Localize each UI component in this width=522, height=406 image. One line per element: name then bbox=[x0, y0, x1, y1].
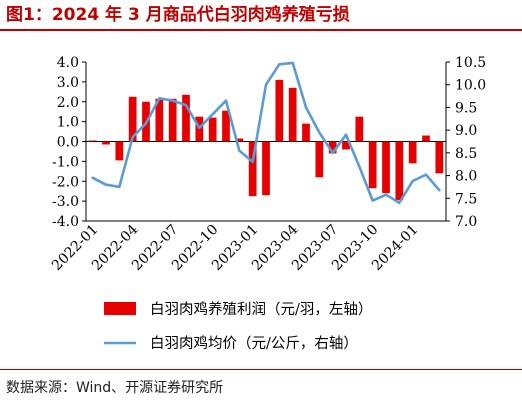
right-tick-label: 7.0 bbox=[455, 214, 477, 230]
legend-bar-swatch bbox=[104, 302, 136, 315]
left-tick-label: 2.0 bbox=[57, 95, 79, 111]
left-tick-label: 4.0 bbox=[57, 55, 79, 71]
profit-bar bbox=[155, 98, 164, 142]
profit-bar bbox=[262, 141, 270, 196]
profit-bar bbox=[182, 94, 190, 142]
profit-bar bbox=[102, 141, 110, 145]
profit-bar bbox=[355, 116, 364, 142]
price-line bbox=[91, 61, 441, 205]
footer-rule bbox=[0, 369, 522, 370]
profit-bar bbox=[342, 141, 350, 150]
profit-bar bbox=[208, 117, 217, 142]
right-tick-label: 10.5 bbox=[455, 55, 486, 71]
right-tick-label: 8.5 bbox=[455, 146, 477, 162]
right-tick-label: 8.0 bbox=[455, 169, 477, 185]
left-tick-label: 0.0 bbox=[57, 135, 79, 151]
profit-bar bbox=[395, 141, 404, 201]
profit-bar bbox=[235, 138, 244, 142]
profit-bar bbox=[422, 135, 430, 142]
profit-bar bbox=[275, 79, 284, 142]
profit-bar bbox=[408, 141, 417, 164]
chart: -4.0 -3.0 -2.0 -1.0 0.0 1.0 2.0 3.0 4.0 7.0 7.5 8.0… bbox=[49, 55, 486, 352]
left-tick-label: 1.0 bbox=[57, 115, 79, 131]
profit-bar bbox=[248, 141, 257, 197]
profit-bar bbox=[168, 98, 177, 142]
right-tick-label: 9.5 bbox=[455, 100, 477, 116]
right-tick-label: 9.0 bbox=[455, 123, 477, 139]
profit-bar bbox=[88, 140, 97, 142]
left-tick-label: -2.0 bbox=[52, 174, 79, 190]
legend-bar-label: 白羽肉鸡养殖利润（元/羽，左轴） bbox=[150, 301, 372, 318]
profit-bar bbox=[368, 141, 377, 189]
profit-bar bbox=[115, 141, 124, 161]
left-tick-label: -4.0 bbox=[52, 214, 79, 230]
profit-bar bbox=[302, 123, 310, 142]
profit-bar bbox=[128, 96, 137, 142]
left-tick-label: -3.0 bbox=[52, 194, 79, 210]
right-tick-label: 10.0 bbox=[455, 78, 486, 94]
data-source: 数据来源：Wind、开源证券研究所 bbox=[6, 380, 224, 396]
left-tick-label: -1.0 bbox=[52, 154, 79, 170]
right-tick-label: 7.5 bbox=[455, 191, 477, 207]
profit-bar bbox=[222, 110, 230, 142]
profit-bar bbox=[382, 141, 390, 194]
title-rule bbox=[0, 29, 522, 31]
figure-title: 图1：2024 年 3 月商品代白羽肉鸡养殖亏损 bbox=[6, 5, 350, 25]
left-tick-label: 3.0 bbox=[57, 75, 79, 91]
profit-bar bbox=[315, 141, 324, 178]
legend-line-label: 白羽肉鸡均价（元/公斤，右轴） bbox=[150, 335, 358, 352]
profit-bar bbox=[288, 87, 297, 142]
profit-bar bbox=[435, 141, 444, 174]
profit-bar bbox=[328, 141, 337, 154]
